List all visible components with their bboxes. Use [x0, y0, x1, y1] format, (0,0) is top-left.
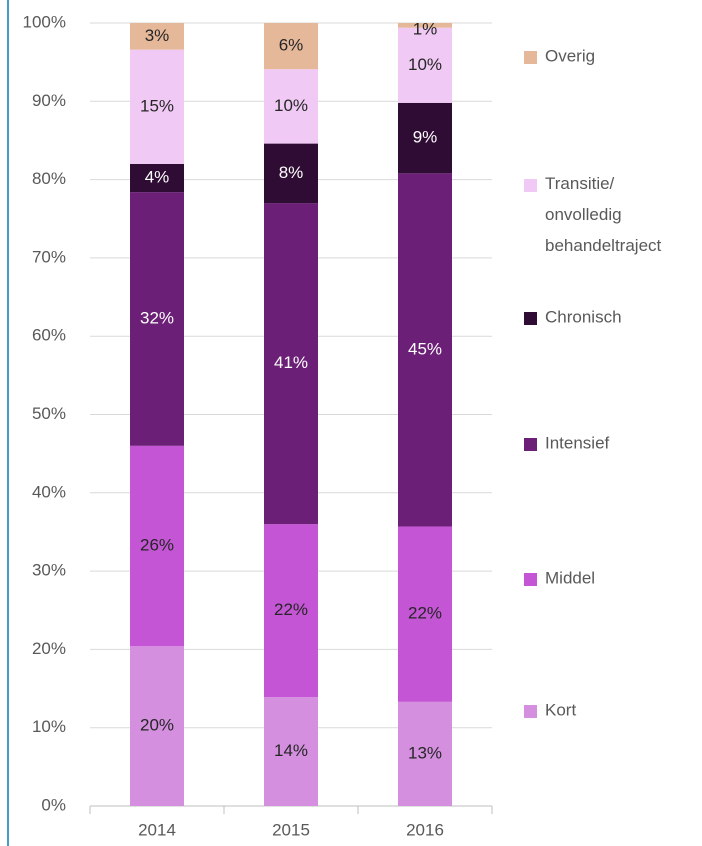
- legend-label: Overig: [545, 46, 595, 65]
- y-tick-label: 70%: [32, 247, 66, 266]
- bar-segment: [130, 163, 184, 193]
- bar-segment: [130, 23, 184, 50]
- data-label: 8%: [279, 163, 304, 182]
- data-label: 41%: [274, 353, 308, 372]
- bar-segment: [264, 203, 318, 525]
- data-label: 15%: [140, 96, 174, 115]
- bar-segment: [398, 701, 452, 806]
- data-label: 32%: [140, 308, 174, 327]
- bar-segment: [130, 646, 184, 806]
- y-tick-label: 30%: [32, 561, 66, 580]
- legend-swatch: [524, 438, 537, 451]
- y-tick-label: 60%: [32, 326, 66, 345]
- legend-label: Kort: [545, 700, 576, 719]
- x-tick-label: 2016: [406, 820, 444, 839]
- data-label: 22%: [274, 600, 308, 619]
- bar-segment: [130, 192, 184, 446]
- bar-segment: [130, 445, 184, 647]
- bar-segment: [398, 27, 452, 103]
- bar-segment: [398, 526, 452, 702]
- data-label: 45%: [408, 339, 442, 358]
- x-tick-label: 2014: [138, 820, 176, 839]
- y-tick-label: 50%: [32, 404, 66, 423]
- legend-swatch: [524, 705, 537, 718]
- data-label: 9%: [413, 128, 438, 147]
- bar-segment: [264, 69, 318, 144]
- legend-swatch: [524, 179, 537, 192]
- bar-segment: [264, 143, 318, 204]
- data-label: 13%: [408, 743, 442, 762]
- y-tick-label: 90%: [32, 91, 66, 110]
- y-tick-label: 20%: [32, 639, 66, 658]
- legend-swatch: [524, 573, 537, 586]
- bar-segment: [264, 524, 318, 698]
- x-tick-label: 2015: [272, 820, 310, 839]
- bar-segment: [264, 23, 318, 70]
- legend-swatch: [524, 51, 537, 64]
- legend-label: Intensief: [545, 433, 610, 452]
- bar-segment: [264, 697, 318, 806]
- data-label: 20%: [140, 716, 174, 735]
- bar-segment: [398, 173, 452, 527]
- y-tick-label: 100%: [23, 12, 66, 31]
- bar-segment: [130, 49, 184, 164]
- legend-label: Middel: [545, 568, 595, 587]
- y-tick-label: 40%: [32, 482, 66, 501]
- y-tick-label: 10%: [32, 717, 66, 736]
- data-label: 3%: [145, 26, 170, 45]
- y-tick-label: 0%: [41, 795, 66, 814]
- data-label: 10%: [408, 55, 442, 74]
- data-label: 14%: [274, 741, 308, 760]
- legend-label: Transitie/onvolledig behandeltraject: [545, 174, 662, 255]
- data-label: 4%: [145, 168, 170, 187]
- data-label: 10%: [274, 96, 308, 115]
- data-label: 26%: [140, 536, 174, 555]
- data-label: 22%: [408, 604, 442, 623]
- legend-swatch: [524, 312, 537, 325]
- y-tick-label: 80%: [32, 169, 66, 188]
- bar-segment: [398, 102, 452, 174]
- data-label: 1%: [413, 19, 438, 38]
- bar-segment: [398, 23, 452, 28]
- legend-label: Chronisch: [545, 307, 622, 326]
- data-label: 6%: [279, 36, 304, 55]
